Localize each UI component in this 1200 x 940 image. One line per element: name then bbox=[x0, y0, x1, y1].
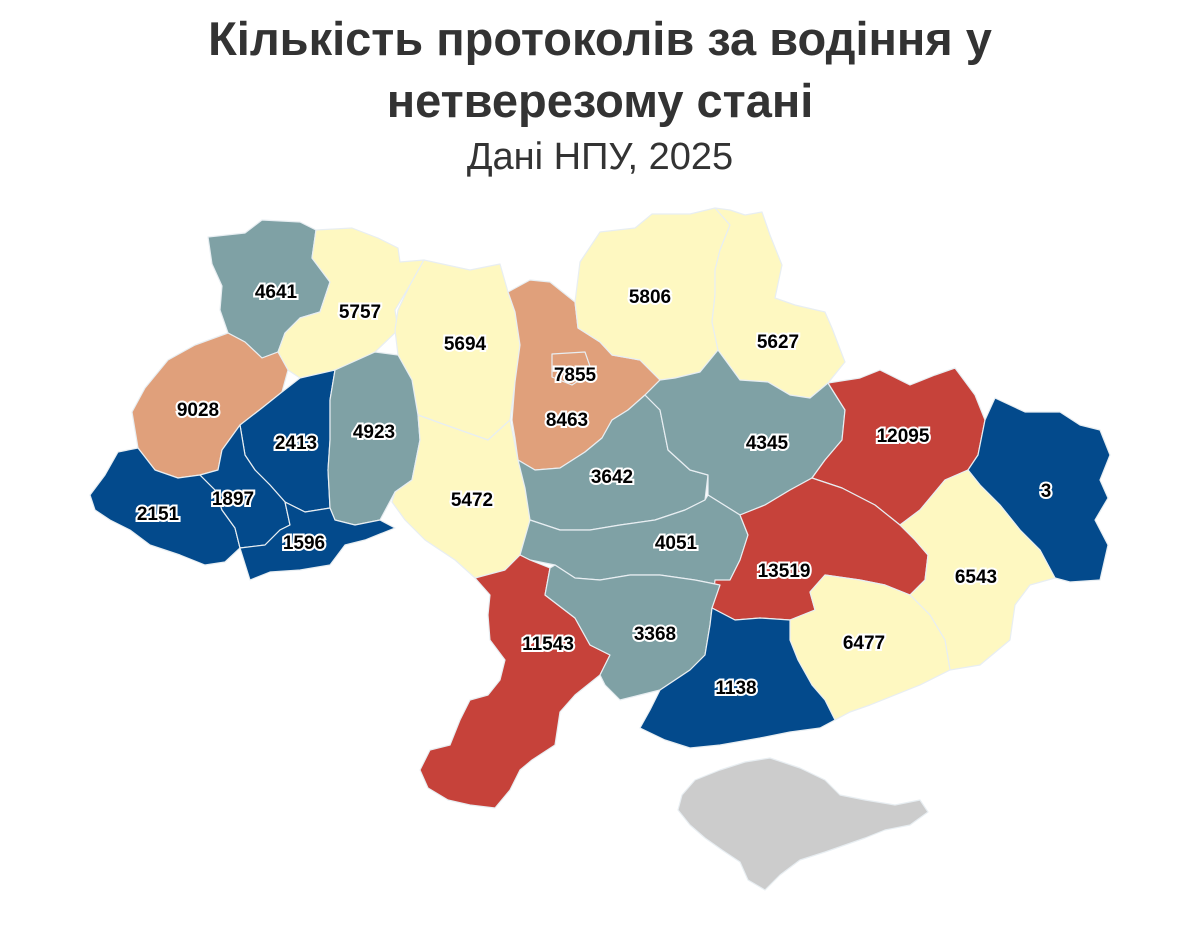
value-label-chernihiv: 5806 bbox=[629, 287, 671, 308]
value-label-mykolaiv: 3368 bbox=[634, 624, 676, 645]
value-label-sumy: 5627 bbox=[757, 332, 799, 353]
title-line-2: нетверезому стані bbox=[386, 74, 814, 127]
value-label-kherson: 1138 bbox=[715, 678, 756, 699]
value-label-vinnytsia: 5472 bbox=[451, 490, 493, 511]
map-subtitle: Дані НПУ, 2025 bbox=[466, 136, 734, 178]
region-kherson bbox=[639, 607, 836, 749]
value-label-ternopil: 2413 bbox=[275, 433, 317, 454]
region-donetsk bbox=[899, 469, 1056, 671]
labels-layer: 4641 5757 5694 7855 8463 5806 5627 9028 2413 4923… bbox=[135, 280, 1053, 701]
value-label-dnipropetrovsk: 13519 bbox=[758, 561, 811, 582]
value-label-zakarpattia: 2151 bbox=[137, 504, 180, 525]
value-label-kirovohrad: 4051 bbox=[655, 533, 698, 554]
region-chernivtsi bbox=[239, 501, 396, 581]
value-label-khmelnytskyi: 4923 bbox=[353, 422, 395, 443]
map-title: Кількість протоколів за водіння у нетвер… bbox=[0, 8, 1200, 132]
regions-layer bbox=[89, 207, 1111, 891]
region-kyiv-city bbox=[551, 351, 593, 386]
value-label-ivano-frankivsk: 1897 bbox=[212, 489, 254, 510]
value-label-kyiv-city: 8463 bbox=[546, 410, 588, 431]
value-label-chernivtsi: 1596 bbox=[283, 533, 325, 554]
value-label-lviv: 9028 bbox=[177, 400, 219, 421]
region-khmelnytskyi bbox=[327, 351, 421, 526]
value-label-donetsk: 6543 bbox=[955, 567, 997, 588]
value-label-zaporizhzhia: 6477 bbox=[843, 633, 885, 654]
value-label-zhytomyr: 5694 bbox=[444, 334, 487, 355]
value-label-kharkiv: 12095 bbox=[877, 426, 930, 447]
value-label-odesa: 11543 bbox=[522, 634, 574, 655]
value-label-kyiv-oblast: 7855 bbox=[554, 365, 597, 386]
value-label-poltava: 4345 bbox=[746, 433, 789, 454]
value-label-cherkasy: 3642 bbox=[591, 467, 633, 488]
value-label-rivne: 5757 bbox=[339, 302, 381, 323]
value-label-volyn: 4641 bbox=[255, 282, 298, 303]
title-line-1: Кількість протоколів за водіння у bbox=[208, 12, 992, 65]
value-label-luhansk: 3 bbox=[1041, 481, 1052, 502]
region-crimea bbox=[677, 757, 929, 891]
